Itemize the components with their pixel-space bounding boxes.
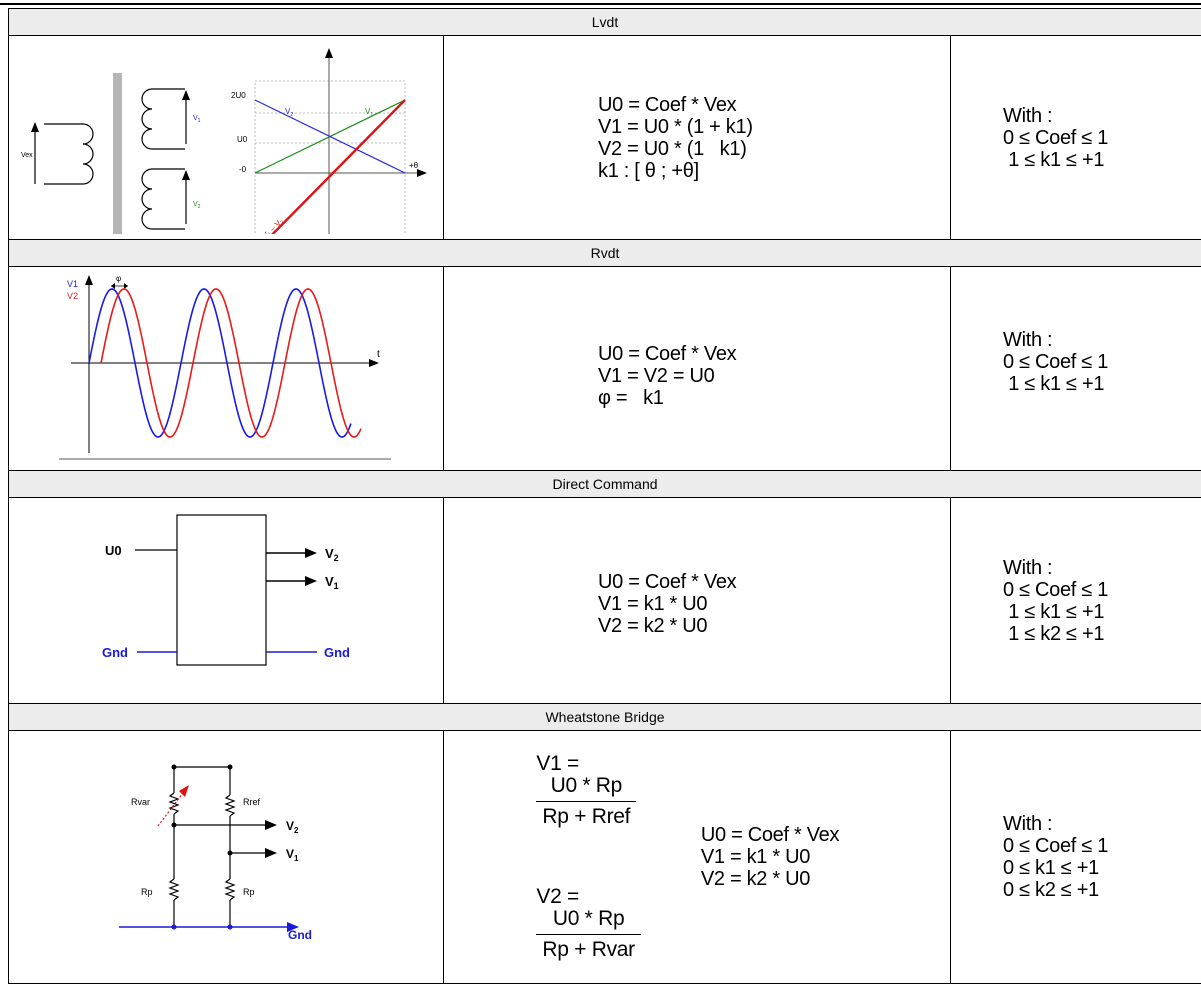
lvdt-with-1: With : <box>1003 105 1201 127</box>
wheatstone-eq-3: V2 = k2 * U0 <box>701 868 839 890</box>
rvdt-t-label: t <box>377 349 380 360</box>
wheatstone-frac-v1-num: U0 * Rp <box>536 775 636 802</box>
wheatstone-diagram: Rvar Rref Rp Rp V2 V1 Gnd <box>9 755 444 955</box>
lvdt-y-label-0: -0 <box>239 165 247 174</box>
wheatstone-diagram-cell: Rvar Rref Rp Rp V2 V1 Gnd <box>9 731 444 984</box>
direct-diagram: U0 V2 V1 Gnd Gnd <box>9 498 444 698</box>
lvdt-y-label-2u0: 2U0 <box>231 91 246 100</box>
direct-with-3: 1 ≤ k1 ≤ +1 <box>1003 601 1201 623</box>
rvdt-constraints: With : 0 ≤ Coef ≤ 1 1 ≤ k1 ≤ +1 <box>951 267 1201 471</box>
rvdt-eq-3: φ = k1 <box>598 387 950 409</box>
wheatstone-rvar-label: Rvar <box>131 797 150 807</box>
direct-eq-2: V1 = k1 * U0 <box>598 593 950 615</box>
wheatstone-frac-v1-lhs: V1 = <box>536 752 579 775</box>
lvdt-diff-line <box>255 100 405 234</box>
rvdt-with-2: 0 ≤ Coef ≤ 1 <box>1003 351 1201 373</box>
lvdt-with-3: 1 ≤ k1 ≤ +1 <box>1003 149 1201 171</box>
rvdt-phi-label: φ <box>116 274 121 283</box>
direct-gnd-right-label: Gnd <box>324 645 350 660</box>
rvdt-graph: V1 V2 φ t <box>9 267 444 465</box>
lvdt-equations: U0 = Coef * Vex V1 = U0 * (1 + k1) V2 = … <box>444 36 951 240</box>
direct-gnd-left-label: Gnd <box>102 645 128 660</box>
wheatstone-constraints: With : 0 ≤ Coef ≤ 1 0 ≤ k1 ≤ +1 0 ≤ k2 ≤… <box>951 731 1201 984</box>
rvdt-with-3: 1 ≤ k1 ≤ +1 <box>1003 373 1201 395</box>
wheatstone-with-4: 0 ≤ k2 ≤ +1 <box>1003 879 1201 901</box>
lvdt-eq-3: V2 = U0 * (1 k1) <box>598 138 950 160</box>
wheatstone-frac-v1-den: Rp + Rref <box>536 802 636 828</box>
lvdt-core <box>113 73 122 234</box>
wheatstone-v2-label: V2 <box>286 819 299 835</box>
rvdt-v2-label: V2 <box>67 291 78 301</box>
direct-box <box>177 515 266 665</box>
wheatstone-rref-label: Rref <box>243 797 261 807</box>
rvar-arrow <box>158 793 183 826</box>
lvdt-constraints: With : 0 ≤ Coef ≤ 1 1 ≤ k1 ≤ +1 <box>951 36 1201 240</box>
wheatstone-v1-label: V1 <box>286 847 299 863</box>
wheatstone-frac-v2-num: U0 * Rp <box>536 908 640 935</box>
direct-eq-1: U0 = Coef * Vex <box>598 571 950 593</box>
wheatstone-frac-v2-lhs: V2 = <box>536 885 579 908</box>
top-rule <box>0 3 1201 5</box>
section-title-wheatstone: Wheatstone Bridge <box>9 704 1201 731</box>
wheatstone-with-3: 0 ≤ k1 ≤ +1 <box>1003 857 1201 879</box>
wheatstone-eq-1: U0 = Coef * Vex <box>701 824 839 846</box>
direct-v2-label: V2 <box>325 546 339 563</box>
lvdt-graph: 2U0 U0 -0 +θ V2 V1 V₁ – V₂ <box>231 48 427 234</box>
lvdt-diagram-cell: Vex V1 V2 <box>9 36 444 240</box>
direct-v1-label: V1 <box>325 574 339 591</box>
direct-equations: U0 = Coef * Vex V1 = k1 * U0 V2 = k2 * U… <box>444 498 951 704</box>
section-title-direct: Direct Command <box>9 471 1201 498</box>
direct-with-4: 1 ≤ k2 ≤ +1 <box>1003 623 1201 645</box>
lvdt-v2-label: V2 <box>193 201 201 210</box>
direct-with-2: 0 ≤ Coef ≤ 1 <box>1003 579 1201 601</box>
lvdt-graph-diff-label: V₁ – V₂ <box>261 216 286 234</box>
direct-u0-label: U0 <box>105 543 122 558</box>
direct-diagram-cell: U0 V2 V1 Gnd Gnd <box>9 498 444 704</box>
lvdt-eq-1: U0 = Coef * Vex <box>598 94 950 116</box>
lvdt-primary-coil <box>44 124 93 184</box>
rvdt-diagram-cell: V1 V2 φ t <box>9 267 444 471</box>
lvdt-eq-2: V1 = U0 * (1 + k1) <box>598 116 950 138</box>
wheatstone-with-1: With : <box>1003 813 1201 835</box>
lvdt-y-label-u0: U0 <box>237 135 248 144</box>
direct-with-1: With : <box>1003 557 1201 579</box>
lvdt-vex-label: Vex <box>21 152 33 159</box>
section-title-lvdt: Lvdt <box>9 9 1201 36</box>
rvdt-eq-1: U0 = Coef * Vex <box>598 343 950 365</box>
lvdt-with-2: 0 ≤ Coef ≤ 1 <box>1003 127 1201 149</box>
rvdt-eq-2: V1 = V2 = U0 <box>598 365 950 387</box>
rvdt-equations: U0 = Coef * Vex V1 = V2 = U0 φ = k1 <box>444 267 951 471</box>
wheatstone-with-2: 0 ≤ Coef ≤ 1 <box>1003 835 1201 857</box>
sensor-table: Lvdt Vex <box>8 8 1201 984</box>
lvdt-diagram: Vex V1 V2 <box>9 36 444 234</box>
wheatstone-rp-left-label: Rp <box>141 887 153 897</box>
rvdt-v1-label: V1 <box>67 279 78 289</box>
wheatstone-frac-v2-den: Rp + Rvar <box>536 935 640 961</box>
lvdt-secondary-coils <box>142 89 185 229</box>
lvdt-v1-label: V1 <box>193 115 201 124</box>
wheatstone-gnd-label: Gnd <box>288 928 312 942</box>
direct-constraints: With : 0 ≤ Coef ≤ 1 1 ≤ k1 ≤ +1 1 ≤ k2 ≤… <box>951 498 1201 704</box>
direct-eq-3: V2 = k2 * U0 <box>598 615 950 637</box>
section-title-rvdt: Rvdt <box>9 240 1201 267</box>
wheatstone-eq-2: V1 = k1 * U0 <box>701 846 839 868</box>
lvdt-graph-v1-label: V1 <box>365 107 373 118</box>
lvdt-x-label: +θ <box>409 161 419 170</box>
lvdt-eq-4: k1 : [ θ ; +θ] <box>598 160 950 182</box>
wheatstone-rp-right-label: Rp <box>243 887 255 897</box>
rvdt-with-1: With : <box>1003 329 1201 351</box>
